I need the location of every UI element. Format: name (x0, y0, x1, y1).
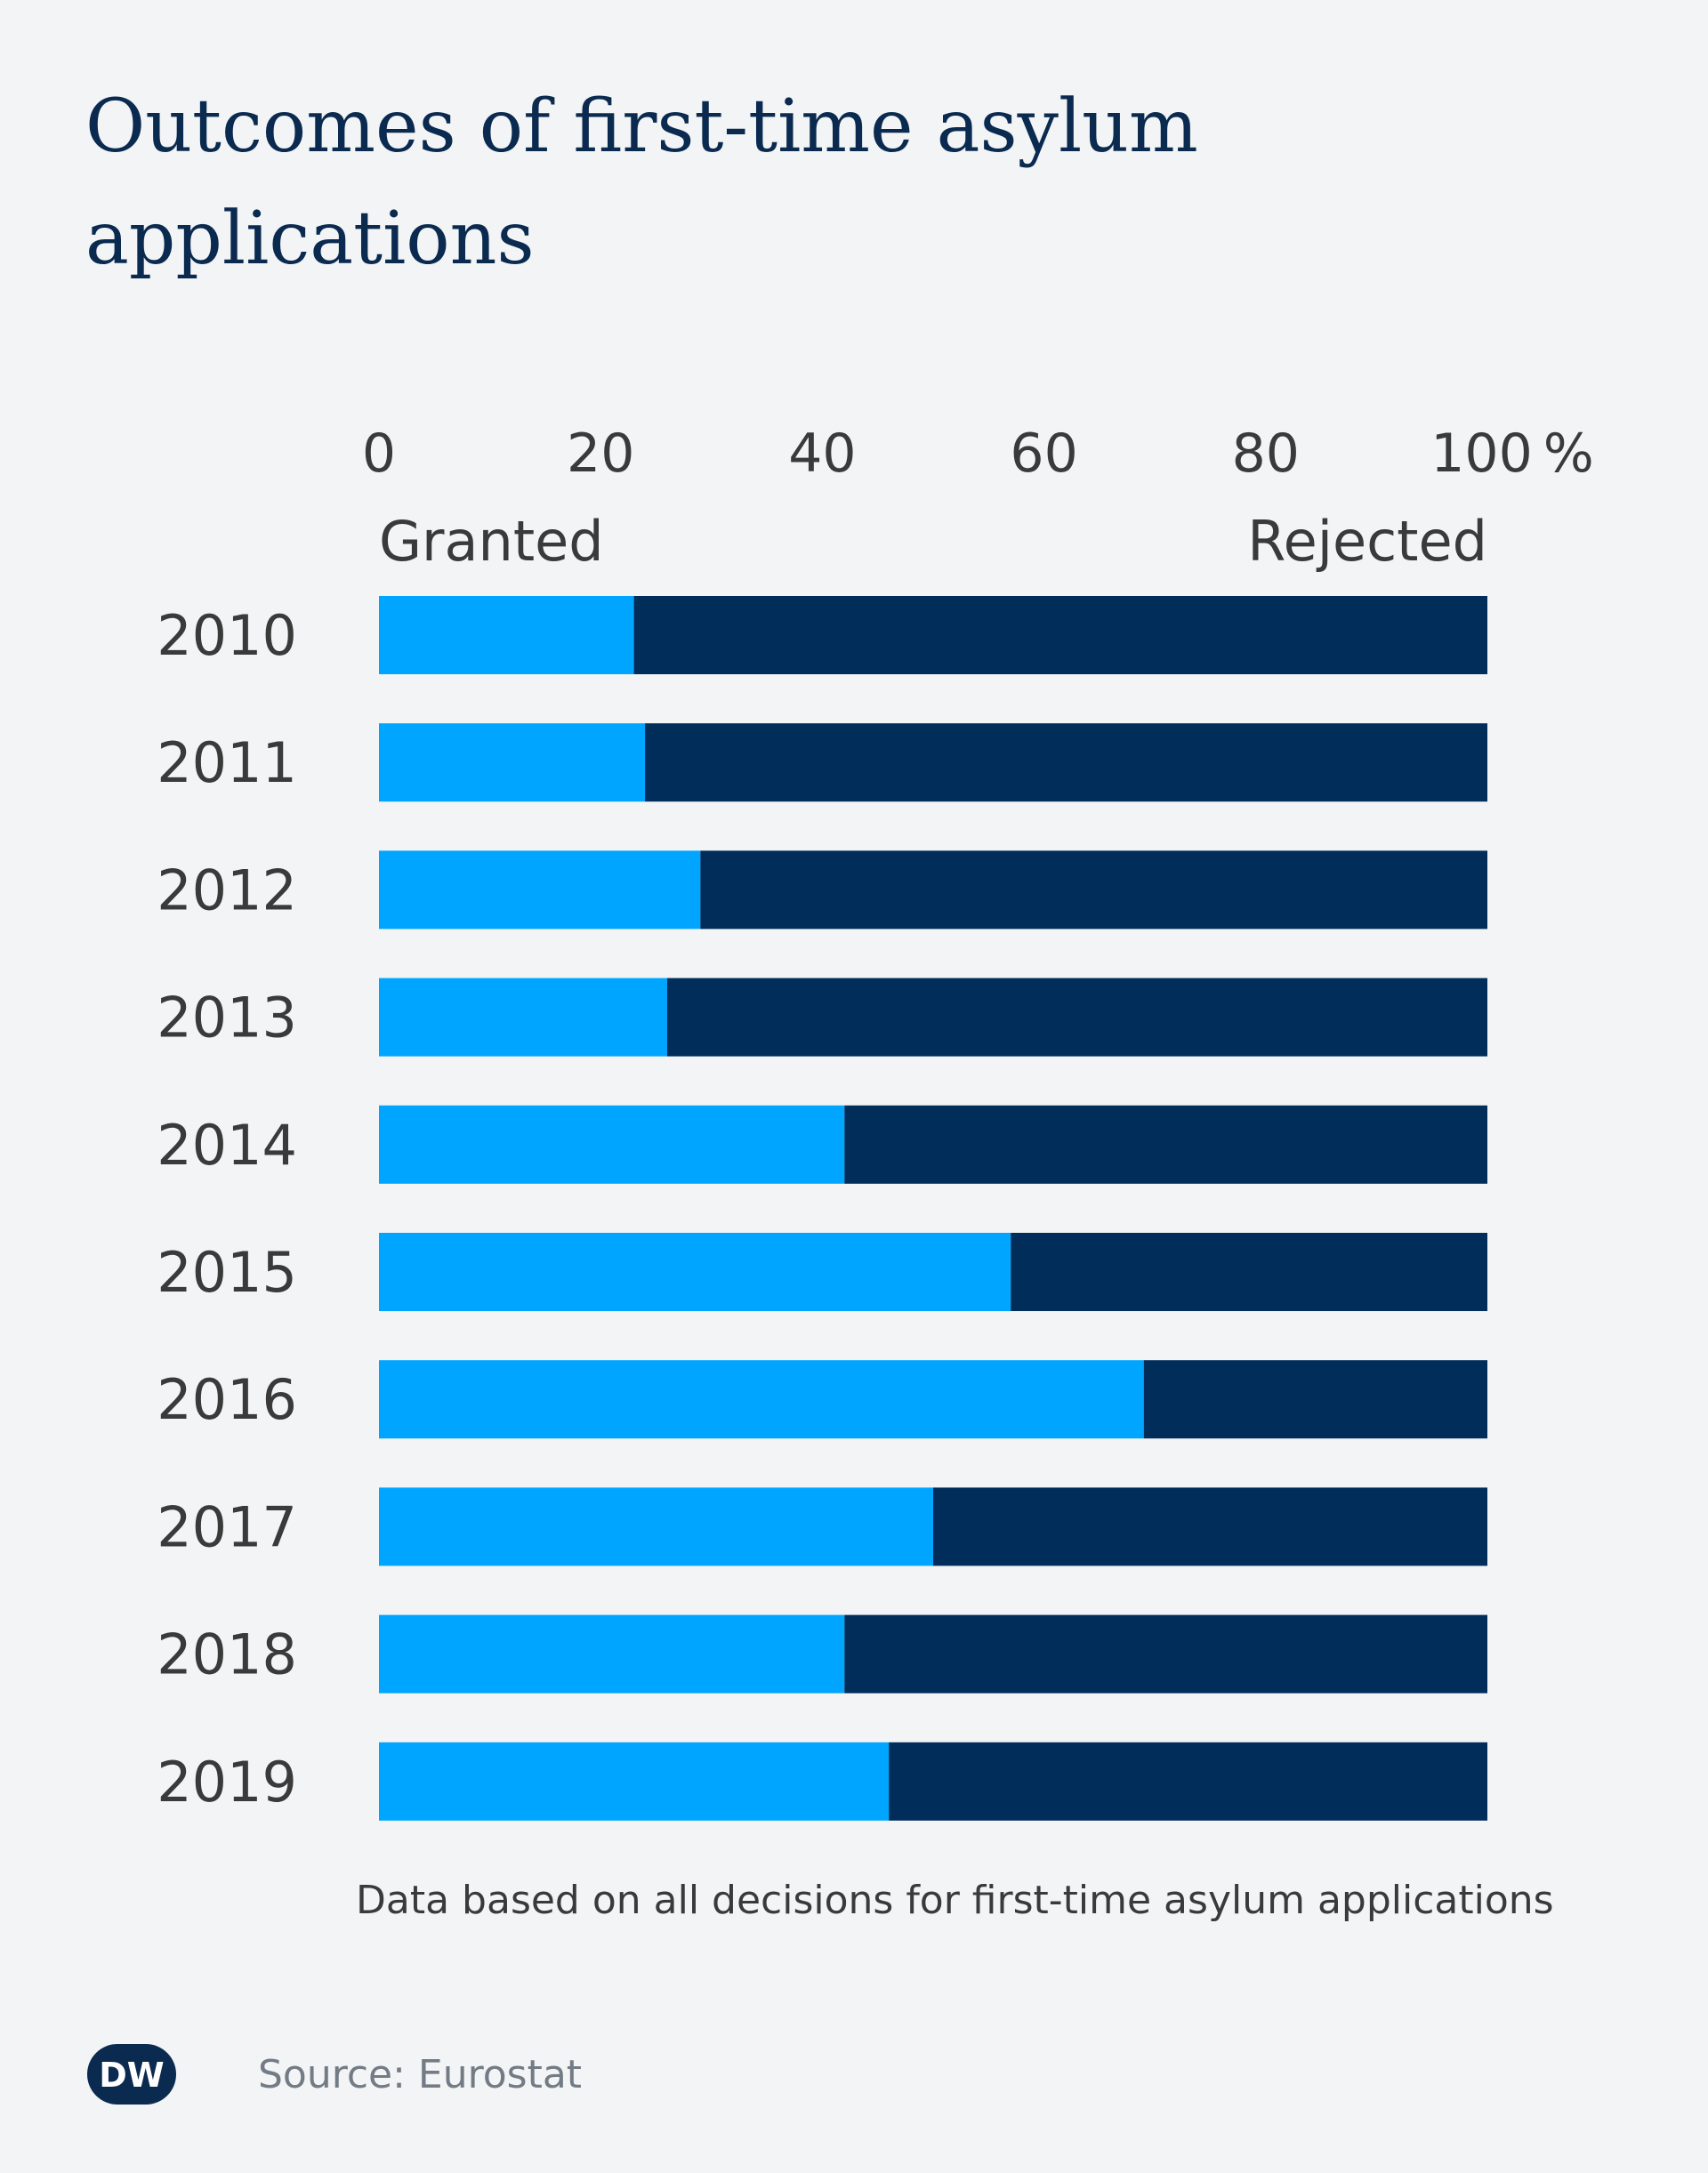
bar-granted-2018 (379, 1614, 845, 1694)
y-category-label-2019: 2019 (157, 1750, 297, 1815)
bar-granted-2016 (379, 1360, 1144, 1439)
bar-rejected-2015 (1011, 1233, 1487, 1311)
bar-rejected-2010 (633, 596, 1487, 674)
bar-granted-2014 (379, 1105, 845, 1184)
bar-rejected-2017 (933, 1487, 1487, 1566)
bar-rejected-2018 (844, 1614, 1487, 1694)
x-tick-label-80: 80 (1232, 423, 1300, 485)
y-category-label-2010: 2010 (157, 603, 297, 668)
legend-label-granted: Granted (379, 509, 604, 574)
bar-rejected-2013 (666, 978, 1487, 1057)
x-tick-label-40: 40 (788, 423, 856, 485)
bar-granted-2010 (379, 596, 634, 674)
y-category-label-2014: 2014 (157, 1113, 297, 1178)
bar-granted-2019 (379, 1742, 890, 1821)
footer: DW Source: Eurostat (85, 2042, 582, 2106)
bar-granted-2015 (379, 1233, 1011, 1311)
x-tick-label-0: 0 (362, 423, 396, 485)
bar-granted-2012 (379, 850, 701, 930)
dw-logo-icon: DW (87, 2044, 176, 2105)
y-category-label-2011: 2011 (157, 730, 297, 795)
y-category-label-2017: 2017 (157, 1494, 297, 1559)
bar-rejected-2012 (700, 850, 1487, 930)
y-category-label-2012: 2012 (157, 857, 297, 922)
bar-granted-2013 (379, 978, 667, 1057)
y-category-label-2018: 2018 (157, 1622, 297, 1687)
y-category-label-2015: 2015 (157, 1240, 297, 1305)
bar-granted-2017 (379, 1487, 933, 1566)
x-tick-label-20: 20 (567, 423, 634, 485)
y-category-label-2013: 2013 (157, 986, 297, 1050)
chart-note: Data based on all decisions for first-ti… (356, 1878, 1554, 1923)
bar-rejected-2011 (645, 723, 1487, 802)
legend-label-rejected: Rejected (1247, 509, 1487, 574)
x-tick-label-60: 60 (1010, 423, 1077, 485)
bar-rejected-2016 (1143, 1360, 1487, 1439)
source-label: Source: Eurostat (258, 2051, 583, 2097)
bar-granted-2011 (379, 723, 646, 802)
x-tick-label-100: 100 % (1430, 423, 1594, 485)
y-category-label-2016: 2016 (157, 1367, 297, 1432)
dw-logo-text: DW (99, 2056, 164, 2095)
bar-rejected-2014 (844, 1105, 1487, 1184)
bar-rejected-2019 (889, 1742, 1487, 1821)
chart-title: Outcomes of first-time asylum applicatio… (85, 85, 1198, 281)
